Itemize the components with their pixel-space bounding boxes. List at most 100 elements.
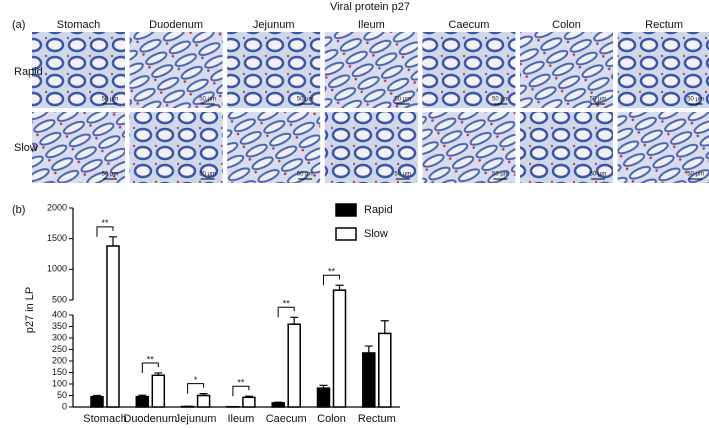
bar <box>378 332 392 408</box>
scale-bar-label: 50 μm <box>394 97 411 103</box>
error-bar <box>319 384 328 389</box>
y-tick-label: 100 <box>52 378 67 388</box>
significance-bracket <box>141 362 159 373</box>
x-tick-label: Rectum <box>358 413 396 425</box>
y-tick-label: 1000 <box>47 264 67 274</box>
significance-label: ** <box>101 218 109 228</box>
micrograph <box>227 32 321 108</box>
scale-bar-label: 50 μm <box>199 97 216 103</box>
y-tick-label: 50 <box>57 390 67 400</box>
scale-bar-label: 50 μm <box>394 172 411 178</box>
scale-bar-label: 50 μm <box>199 172 216 178</box>
y-tick-label: 500 <box>52 294 67 304</box>
column-label: Stomach <box>57 19 100 31</box>
micrograph <box>422 112 516 183</box>
column-label: Ileum <box>358 19 385 31</box>
x-tick-label: Duodenum <box>123 413 177 425</box>
y-tick-label: 300 <box>52 332 67 342</box>
x-tick-label: Caecum <box>266 413 307 425</box>
significance-label: ** <box>237 378 245 388</box>
bar <box>196 394 211 408</box>
column-label: Caecum <box>448 19 489 31</box>
y-tick-label: 2000 <box>47 202 67 212</box>
legend-swatch <box>335 203 357 217</box>
error-bar <box>109 236 117 247</box>
micrograph <box>617 32 709 108</box>
micrograph <box>129 32 223 108</box>
significance-bracket <box>96 226 114 237</box>
scale-bar-label: 50 μm <box>687 97 704 103</box>
micrograph <box>520 32 613 108</box>
panel-label: (a) <box>12 19 25 31</box>
column-label: Jejunum <box>253 19 295 31</box>
y-axis-label: p27 in LP <box>24 287 36 333</box>
error-bar <box>244 395 253 398</box>
y-tick-label: 400 <box>52 309 67 319</box>
significance-bracket <box>232 385 250 397</box>
micrograph <box>32 32 125 108</box>
scale-bar-label: 50 μm <box>102 172 119 178</box>
bar <box>362 352 376 408</box>
bar <box>90 395 104 408</box>
scale-bar-label: 50 μm <box>297 172 314 178</box>
x-tick-label: Stomach <box>83 413 126 425</box>
legend-label: Slow <box>364 228 388 240</box>
scale-bar-label: 50 μm <box>492 97 509 103</box>
significance-label: ** <box>283 299 291 309</box>
bar <box>135 395 150 408</box>
column-label: Colon <box>552 19 581 31</box>
bar <box>271 402 285 408</box>
y-tick-label: 350 <box>52 321 67 331</box>
y-tick-label: 1500 <box>47 233 67 243</box>
significance-label: ** <box>328 267 336 277</box>
micrograph <box>227 112 321 183</box>
micrograph <box>324 112 418 183</box>
panel-label: (b) <box>12 204 25 216</box>
micrograph <box>32 112 125 183</box>
error-bar <box>199 393 208 396</box>
scale-bar-label: 50 μm <box>590 172 607 178</box>
micrograph <box>129 112 223 183</box>
scale-bar-label: 50 μm <box>687 172 704 178</box>
bar <box>332 289 347 408</box>
scale-bar-label: 50 μm <box>297 97 314 103</box>
significance-bracket <box>323 274 340 286</box>
error-bar <box>93 394 101 397</box>
column-label: Duodenum <box>149 19 203 31</box>
bar <box>316 387 331 408</box>
scale-bar-label: 50 μm <box>492 172 509 178</box>
y-tick-label: 200 <box>52 355 67 365</box>
significance-bracket <box>187 383 205 394</box>
micrograph <box>324 32 418 108</box>
scale-bar-label: 50 μm <box>102 97 119 103</box>
error-bar <box>335 284 344 291</box>
y-tick-label: 250 <box>52 344 67 354</box>
scale-bar-label: 50 μm <box>590 97 607 103</box>
error-bar <box>154 372 163 376</box>
bar <box>106 245 120 408</box>
row-label: Slow <box>14 142 38 154</box>
significance-label: ** <box>147 354 155 364</box>
x-tick-label: Colon <box>317 413 346 425</box>
error-bar <box>274 401 283 403</box>
legend-swatch <box>335 227 357 241</box>
error-bar <box>138 394 147 397</box>
error-bar <box>364 345 373 353</box>
bar <box>151 374 166 408</box>
micrograph <box>617 112 709 183</box>
y-tick-label: 150 <box>52 367 67 377</box>
micrograph <box>520 112 613 183</box>
significance-bracket <box>277 306 295 318</box>
column-label: Rectum <box>645 19 683 31</box>
error-bar <box>290 316 299 325</box>
x-tick-label: Ileum <box>227 413 254 425</box>
significance-label: * <box>194 375 198 385</box>
bar <box>287 323 301 408</box>
bar <box>242 396 256 408</box>
error-bar <box>380 320 389 334</box>
y-tick-label: 0 <box>62 401 67 411</box>
x-tick-label: Jejunum <box>175 413 217 425</box>
row-label: Rapid <box>14 66 43 78</box>
